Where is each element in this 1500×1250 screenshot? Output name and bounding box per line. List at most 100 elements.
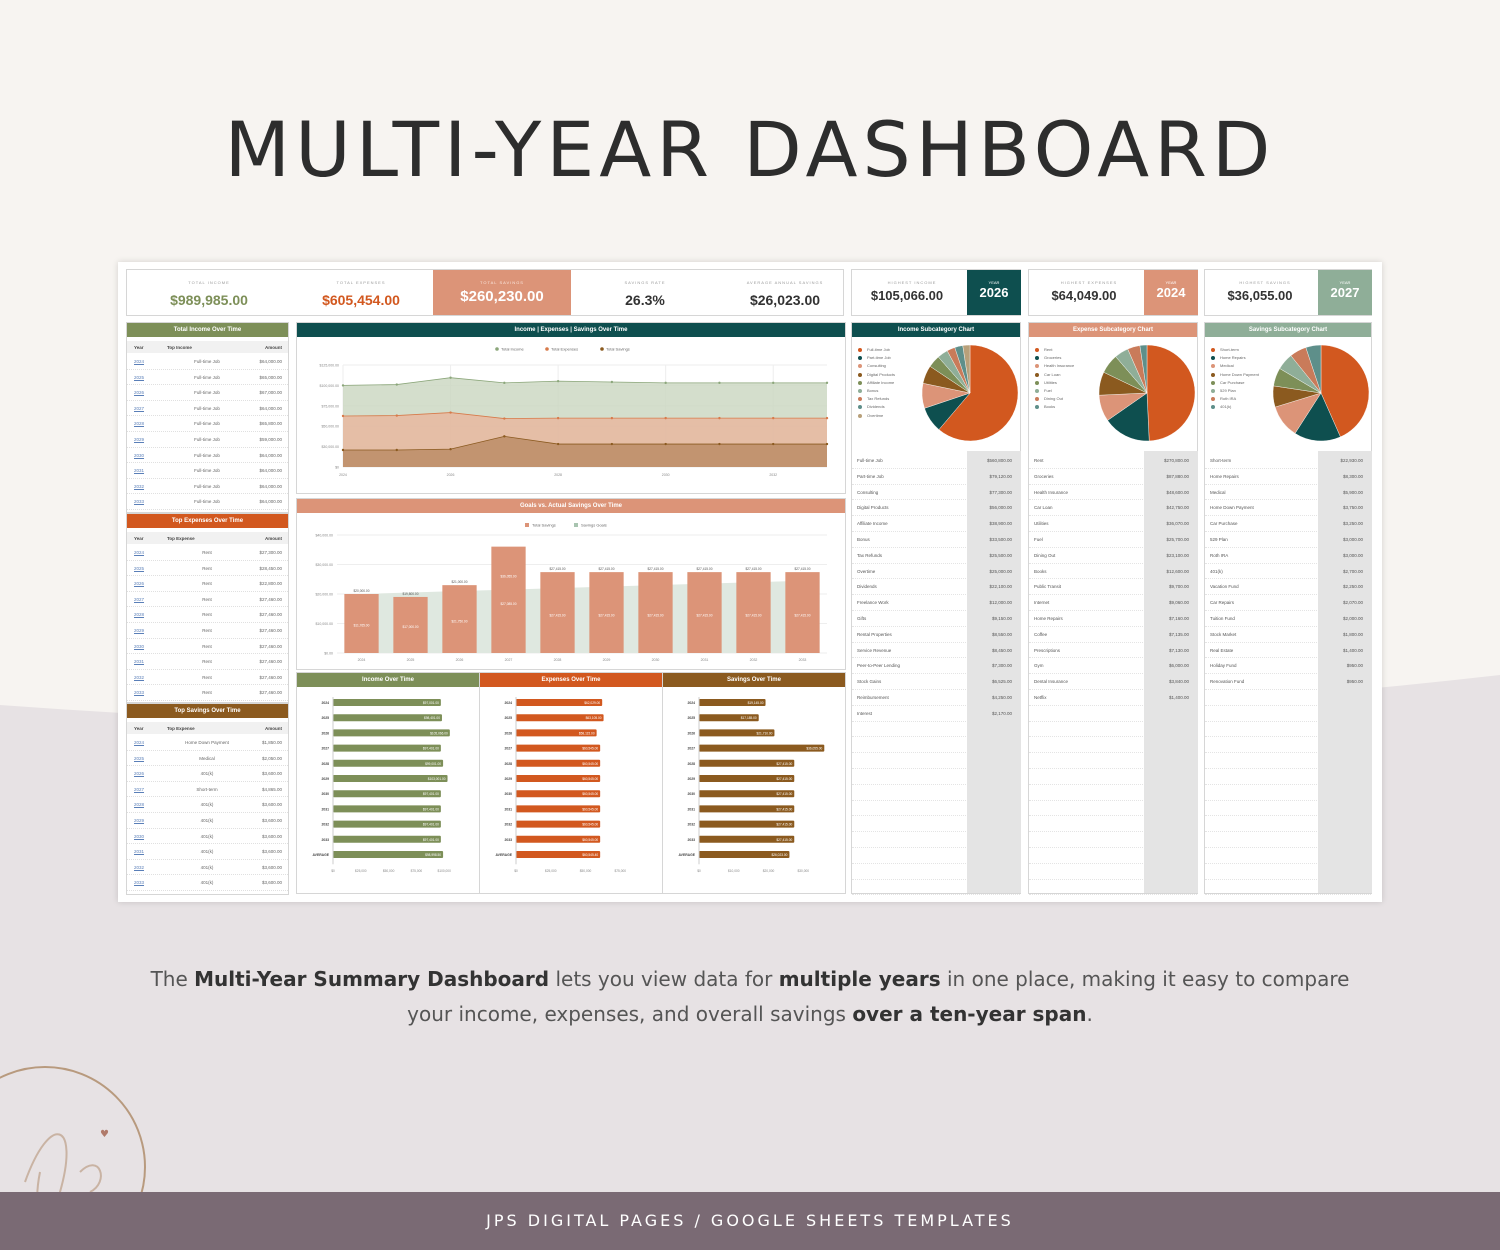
- amount-cell: $27,460.00: [259, 659, 282, 665]
- year-link[interactable]: 2027: [134, 596, 145, 602]
- amount-cell: $27,460.00: [259, 674, 282, 680]
- subcategory-row: Renovation Fund $950.00: [1205, 674, 1371, 690]
- x-tick-label: 2028: [554, 473, 562, 477]
- highest-savings-card: HIGHEST SAVINGS $36,055.00 YEAR 2027: [1204, 269, 1372, 316]
- highest-savings-year-box: YEAR 2027: [1318, 270, 1372, 315]
- x-tick-label: $0: [331, 869, 335, 873]
- area-total-savings: [343, 436, 827, 467]
- category-label: AVERAGE: [495, 853, 512, 857]
- kpi-savings-rate-label: SAVINGS RATE: [624, 280, 666, 285]
- year-link[interactable]: 2026: [134, 581, 145, 587]
- subcategory-amount: $23,100.00: [1166, 552, 1189, 558]
- subcategory-amount: $9,700.00: [1168, 584, 1189, 590]
- year-link[interactable]: 2028: [134, 802, 145, 808]
- x-tick-label: 2026: [456, 658, 464, 662]
- subcategory-row: Books $12,600.00: [1029, 564, 1197, 580]
- legend-label: Total Expenses: [551, 347, 578, 352]
- subcategory-row: Service Revenue $8,450.00: [852, 643, 1020, 659]
- legend-marker: [858, 364, 862, 369]
- legend-label: Dividends: [867, 404, 885, 410]
- description-caption: The Multi-Year Summary Dashboard lets yo…: [150, 962, 1350, 1032]
- dashboard-preview: TOTAL INCOME $989,985.00 TOTAL EXPENSES …: [118, 262, 1382, 902]
- expense-pie-chart: [1098, 344, 1196, 442]
- year-link[interactable]: 2032: [134, 483, 145, 489]
- bar-value: $21,750.00: [452, 619, 468, 623]
- year-link[interactable]: 2024: [134, 550, 145, 555]
- subcategory-amount: $7,130.00: [1168, 647, 1189, 653]
- year-link[interactable]: 2024: [134, 359, 145, 364]
- year-link[interactable]: 2027: [134, 405, 145, 411]
- bar-label: $97,401.00: [423, 807, 439, 811]
- year-link[interactable]: 2029: [134, 437, 145, 442]
- year-link[interactable]: 2030: [134, 643, 145, 649]
- savings-bar: [589, 572, 624, 653]
- year-link[interactable]: 2032: [134, 864, 145, 870]
- table-row: 2026 401(k) $3,600.00: [127, 766, 288, 782]
- category-label: 2030: [504, 792, 512, 796]
- year-link[interactable]: 2024: [134, 740, 145, 745]
- data-point: [503, 435, 506, 438]
- legend-item: Dining Out: [1035, 396, 1063, 401]
- legend-marker: [1211, 388, 1215, 393]
- year-link[interactable]: 2033: [134, 690, 145, 696]
- category-cell: Rent: [202, 628, 212, 633]
- y-tick-label: $100,000.00: [320, 384, 340, 388]
- empty-row: [852, 880, 1020, 896]
- year-link[interactable]: 2025: [134, 755, 145, 761]
- amount-cell: $64,000.00: [259, 452, 282, 458]
- subcategory-name: Service Revenue: [857, 647, 892, 653]
- subcategory-amount: $8,450.00: [991, 647, 1012, 653]
- year-link[interactable]: 2026: [134, 390, 145, 396]
- subcategory-row: Dining Out $23,100.00: [1029, 548, 1197, 564]
- year-link[interactable]: 2025: [134, 374, 145, 380]
- category-label: 2028: [504, 762, 512, 766]
- line-total-expenses: [342, 412, 827, 419]
- legend-item: Dividends: [858, 404, 885, 409]
- legend-label: Total Savings: [532, 523, 556, 528]
- legend-marker: [1035, 405, 1039, 410]
- year-link[interactable]: 2031: [134, 659, 145, 665]
- year-link[interactable]: 2030: [134, 833, 145, 839]
- year-link[interactable]: 2027: [134, 786, 145, 792]
- year-link[interactable]: 2030: [134, 452, 145, 458]
- category-label: 2028: [687, 762, 695, 766]
- pie-slice: [1146, 344, 1196, 442]
- year-link[interactable]: 2025: [134, 565, 145, 571]
- amount-cell: $59,000.00: [259, 437, 282, 442]
- year-link[interactable]: 2026: [134, 771, 145, 777]
- year-link[interactable]: 2031: [134, 849, 145, 855]
- year-label: YEAR: [1165, 280, 1177, 285]
- savings-bar: [442, 585, 477, 653]
- subcategory-row: Bonus $33,500.00: [852, 532, 1020, 548]
- y-tick-label: $0: [335, 466, 339, 470]
- legend-item: Overtime: [858, 413, 883, 418]
- year-link[interactable]: 2031: [134, 468, 145, 474]
- amount-cell: $3,600.00: [261, 818, 282, 823]
- pie-slice: [1139, 344, 1148, 394]
- year-link[interactable]: 2029: [134, 818, 145, 823]
- y-tick-label: $30,000.00: [321, 445, 339, 449]
- table-row: 2029 401(k) $3,600.00: [127, 813, 288, 829]
- data-point: [718, 416, 721, 420]
- subcategory-row: Health Insurance $48,600.00: [1029, 485, 1197, 501]
- hbar: [516, 805, 601, 813]
- year-link[interactable]: 2028: [134, 421, 145, 427]
- year-link[interactable]: 2029: [134, 628, 145, 633]
- bar-label: $63,105.00: [586, 716, 602, 720]
- year-link[interactable]: 2028: [134, 612, 145, 618]
- legend-label: Part-time Job: [867, 355, 891, 361]
- amount-cell: $3,600.00: [261, 849, 282, 855]
- table-row: 2030 401(k) $3,600.00: [127, 829, 288, 845]
- category-label: 2028: [321, 762, 329, 766]
- area-chart-panel: Income | Expenses | Savings Over Time $0…: [296, 322, 846, 494]
- year-link[interactable]: 2033: [134, 499, 145, 505]
- year-link[interactable]: 2032: [134, 674, 145, 680]
- highest-expenses-year: 2024: [1156, 285, 1186, 300]
- year-link[interactable]: 2033: [134, 880, 145, 886]
- table-row: 2031 Full-time Job $64,000.00: [127, 463, 288, 479]
- subcategory-name: Gifts: [857, 616, 867, 621]
- subcategory-row: Short-term $22,930.00: [1205, 453, 1371, 469]
- subcategory-row: Affiliate Income $38,900.00: [852, 516, 1020, 532]
- hbar: [333, 820, 441, 828]
- pie-slice: [1107, 392, 1150, 442]
